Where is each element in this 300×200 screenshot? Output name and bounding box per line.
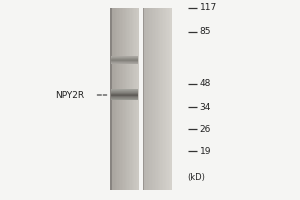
Bar	[160, 8, 162, 190]
Text: 117: 117	[200, 3, 217, 12]
Bar	[126, 8, 127, 190]
Text: 19: 19	[200, 146, 211, 156]
Bar	[143, 8, 145, 190]
Bar	[111, 62, 138, 63]
Bar	[111, 92, 138, 93]
Bar	[166, 8, 167, 190]
Bar	[127, 8, 129, 190]
Bar	[111, 56, 138, 57]
Bar	[155, 8, 156, 190]
Bar	[111, 60, 138, 61]
Bar	[133, 8, 134, 190]
Bar	[111, 55, 138, 56]
Bar	[167, 8, 169, 190]
Bar	[111, 95, 138, 96]
Bar	[146, 8, 148, 190]
Bar	[124, 8, 126, 190]
Bar	[129, 8, 130, 190]
Bar	[137, 8, 139, 190]
Bar	[111, 61, 138, 62]
Bar	[134, 8, 136, 190]
Bar	[132, 8, 133, 190]
Bar	[153, 8, 155, 190]
Bar	[117, 8, 119, 190]
Bar	[119, 8, 120, 190]
Bar	[130, 8, 132, 190]
Bar	[111, 99, 138, 100]
Text: 85: 85	[200, 27, 211, 36]
Bar	[111, 94, 138, 95]
Bar	[112, 8, 113, 190]
Bar	[111, 57, 138, 58]
Bar	[149, 8, 150, 190]
Bar	[111, 59, 138, 60]
Text: 48: 48	[200, 79, 211, 88]
Bar	[111, 58, 138, 59]
Bar	[136, 8, 137, 190]
Bar	[143, 8, 145, 190]
Bar	[110, 8, 112, 190]
Bar	[111, 97, 138, 98]
Text: 26: 26	[200, 124, 211, 134]
Bar	[159, 8, 160, 190]
Bar	[111, 90, 138, 91]
Bar	[150, 8, 152, 190]
Bar	[111, 89, 138, 90]
Text: 34: 34	[200, 102, 211, 112]
Text: NPY2R: NPY2R	[55, 90, 84, 99]
Bar	[152, 8, 153, 190]
Bar	[170, 8, 172, 190]
Bar	[123, 8, 124, 190]
Bar	[111, 91, 138, 92]
Bar	[111, 63, 138, 64]
Bar	[156, 8, 158, 190]
Bar	[162, 8, 163, 190]
Bar	[122, 8, 123, 190]
Bar	[113, 8, 115, 190]
Bar	[110, 8, 112, 190]
Bar	[145, 8, 146, 190]
Bar	[163, 8, 165, 190]
Bar	[115, 8, 116, 190]
Bar	[120, 8, 122, 190]
Bar	[111, 93, 138, 94]
Bar	[116, 8, 117, 190]
Bar	[111, 98, 138, 99]
Bar	[165, 8, 166, 190]
Text: (kD): (kD)	[188, 173, 206, 182]
Bar	[169, 8, 170, 190]
Bar	[158, 8, 159, 190]
Bar	[111, 96, 138, 97]
Bar	[148, 8, 149, 190]
